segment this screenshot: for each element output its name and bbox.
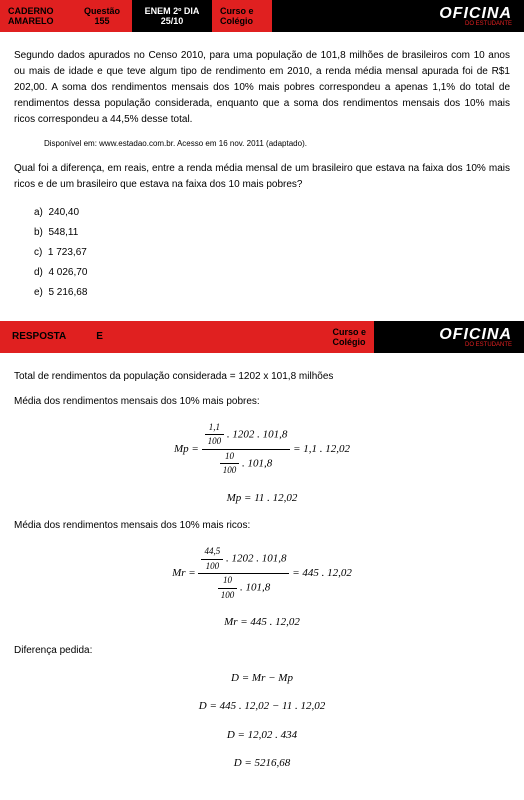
colegio-label: Colégio [220,16,264,26]
d-eq2: D = 445 . 12,02 − 11 . 12,02 [14,698,510,715]
solution-line2: Média dos rendimentos mensais dos 10% ma… [14,394,510,409]
questao-label: Questão [80,6,124,16]
curso-block: Curso e Colégio [212,0,272,32]
option-a: a) 240,40 [34,205,510,221]
caderno-label: CADERNO [8,6,64,16]
caderno-value: AMARELO [8,16,64,26]
solution-line4: Diferença pedida: [14,643,510,658]
option-e: e) 5 216,68 [34,285,510,301]
exam-date: 25/10 [140,16,204,26]
questao-value: 155 [80,16,124,26]
mp-equation: Mp = 1,1100 . 1202 . 101,8 10100 . 101,8… [14,421,510,478]
solution-content: Total de rendimentos da população consid… [0,353,524,800]
question-header: CADERNO AMARELO Questão 155 ENEM 2º DIA … [0,0,524,32]
mr-final: Mr = 445 . 12,02 [14,614,510,631]
answer-letter: E [78,321,121,353]
answer-label: RESPOSTA [0,321,78,353]
curso-label: Curso e [220,6,264,16]
question-source: Disponível em: www.estadao.com.br. Acess… [44,138,510,151]
option-d: d) 4 026,70 [34,265,510,281]
question-text: Segundo dados apurados no Censo 2010, pa… [14,48,510,128]
logo-text: OFICINA [439,5,512,22]
answer-logo-text: OFICINA [439,326,512,343]
mr-equation: Mr = 44,5100 . 1202 . 101,8 10100 . 101,… [14,545,510,602]
questao-block: Questão 155 [72,0,132,32]
answer-header: RESPOSTA E Curso e Colégio OFICINA DO ES… [0,321,524,353]
answer-logo-block: OFICINA DO ESTUDANTE [374,321,524,353]
question-content: Segundo dados apurados no Censo 2010, pa… [0,32,524,321]
options-list: a) 240,40 b) 548,11 c) 1 723,67 d) 4 026… [34,205,510,301]
solution-line3: Média dos rendimentos mensais dos 10% ma… [14,518,510,533]
answer-curso-label: Curso e [332,327,366,337]
option-c: c) 1 723,67 [34,245,510,261]
d-eq3: D = 12,02 . 434 [14,727,510,744]
caderno-block: CADERNO AMARELO [0,0,72,32]
question-prompt: Qual foi a diferença, em reais, entre a … [14,161,510,193]
d-eq4: D = 5216,68 [14,755,510,772]
logo-block: OFICINA DO ESTUDANTE [272,0,524,32]
solution-line1: Total de rendimentos da população consid… [14,369,510,384]
mr-result: = 445 . 12,02 [292,567,352,579]
answer-curso-block: Curso e Colégio [324,321,374,353]
exam-block: ENEM 2º DIA 25/10 [132,0,212,32]
option-b: b) 548,11 [34,225,510,241]
mp-result: = 1,1 . 12,02 [293,443,350,455]
answer-spacer [121,321,325,353]
mp-final: Mp = 11 . 12,02 [14,490,510,507]
answer-colegio-label: Colégio [332,337,366,347]
exam-label: ENEM 2º DIA [140,6,204,16]
d-eq1: D = Mr − Mp [14,670,510,687]
